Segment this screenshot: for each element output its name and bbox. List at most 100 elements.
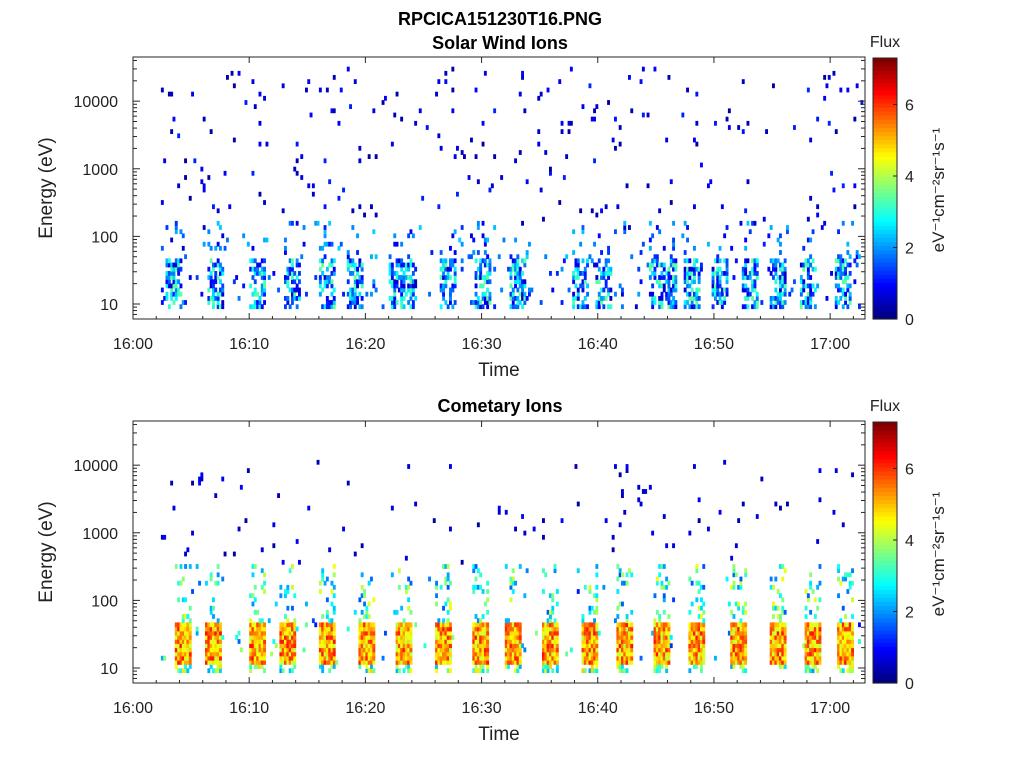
heatmap-cell (711, 271, 715, 276)
heatmap-cell (690, 601, 694, 607)
heatmap-cell (772, 258, 775, 264)
heatmap-cell (486, 630, 490, 636)
colorbar-swatch (873, 426, 897, 431)
heatmap-cell (669, 304, 673, 310)
heatmap-cell (658, 275, 662, 280)
heatmap-cell (186, 622, 190, 628)
heatmap-cell (193, 158, 197, 164)
heatmap-cell (488, 187, 492, 193)
heatmap-cell (549, 614, 552, 619)
heatmap-cell (695, 266, 699, 272)
heatmap-cell (325, 655, 329, 661)
heatmap-cell (402, 639, 406, 644)
heatmap-cell (751, 258, 754, 264)
heatmap-cell (623, 635, 627, 640)
heatmap-cell (179, 647, 183, 653)
heatmap-cell (325, 609, 329, 615)
heatmap-cell (318, 622, 322, 628)
heatmap-cell (834, 266, 838, 272)
heatmap-cell (588, 609, 592, 615)
heatmap-cell (841, 262, 845, 268)
heatmap-cell (184, 664, 187, 669)
heatmap-cell (476, 250, 480, 255)
heatmap-cell (737, 651, 741, 657)
heatmap-cell (783, 622, 787, 628)
heatmap-cell (646, 262, 650, 268)
heatmap-cell (207, 175, 211, 180)
colorbar-swatch (873, 462, 897, 468)
heatmap-cell (295, 296, 299, 301)
heatmap-cell (590, 664, 594, 669)
heatmap-cell (697, 643, 701, 649)
heatmap-cell (695, 622, 699, 628)
heatmap-cell (744, 287, 748, 293)
heatmap-cell (799, 304, 803, 310)
heatmap-cell (321, 271, 325, 276)
colorbar-swatch (873, 674, 897, 680)
heatmap-cell (165, 225, 169, 230)
heatmap-cell (307, 183, 311, 189)
heatmap-cell (741, 271, 745, 276)
heatmap-cell (288, 220, 292, 226)
heatmap-cell (553, 630, 557, 636)
heatmap-cell (593, 635, 596, 640)
heatmap-cell (216, 668, 220, 674)
heatmap-cell (672, 266, 675, 272)
heatmap-cell (435, 593, 438, 599)
heatmap-cell (574, 275, 578, 280)
heatmap-cell (476, 622, 480, 628)
heatmap-cell (511, 651, 515, 657)
heatmap-cell (572, 275, 576, 280)
heatmap-cell (776, 291, 780, 297)
heatmap-cell (474, 639, 478, 644)
heatmap-cell (521, 271, 524, 276)
heatmap-cell (504, 618, 508, 624)
heatmap-cell (518, 664, 522, 669)
heatmap-cell (553, 639, 557, 644)
heatmap-cell (511, 296, 515, 301)
heatmap-cell (370, 630, 373, 636)
heatmap-cell (590, 626, 594, 632)
heatmap-cell (330, 291, 334, 297)
heatmap-cell (395, 283, 399, 289)
heatmap-cell (328, 304, 332, 310)
heatmap-cell (167, 275, 171, 280)
heatmap-cell (581, 643, 585, 649)
heatmap-cell (332, 287, 336, 293)
heatmap-cell (207, 643, 211, 649)
heatmap-cell (667, 635, 671, 640)
heatmap-cell (651, 271, 655, 276)
heatmap-cell (567, 120, 571, 126)
heatmap-cell (741, 275, 745, 280)
heatmap-cell (407, 262, 411, 268)
heatmap-cell (212, 635, 215, 640)
heatmap-cell (446, 668, 450, 674)
heatmap-cell (576, 266, 580, 272)
heatmap-cell (249, 593, 253, 599)
heatmap-cell (779, 647, 782, 653)
heatmap-cell (660, 564, 664, 569)
heatmap-cell (323, 158, 327, 164)
colorbar-swatch (873, 499, 897, 505)
heatmap-cell (260, 643, 264, 649)
heatmap-cell (216, 664, 220, 669)
heatmap-cell (279, 651, 283, 657)
heatmap-cell (546, 618, 550, 624)
heatmap-cell (816, 584, 820, 590)
heatmap-cell (256, 291, 260, 297)
heatmap-cell (772, 83, 775, 89)
heatmap-cell (349, 300, 352, 305)
heatmap-cell (409, 635, 413, 640)
heatmap-cell (846, 304, 850, 310)
heatmap-cell (616, 660, 620, 665)
heatmap-cell (219, 651, 222, 657)
heatmap-cell (781, 271, 785, 276)
heatmap-cell (251, 593, 255, 599)
heatmap-cell (811, 655, 815, 661)
heatmap-cell (374, 154, 378, 159)
colorbar-swatch (873, 515, 897, 521)
heatmap-cell (479, 266, 483, 272)
heatmap-cell (716, 254, 720, 260)
heatmap-cell (665, 271, 669, 276)
heatmap-cell (221, 271, 225, 276)
